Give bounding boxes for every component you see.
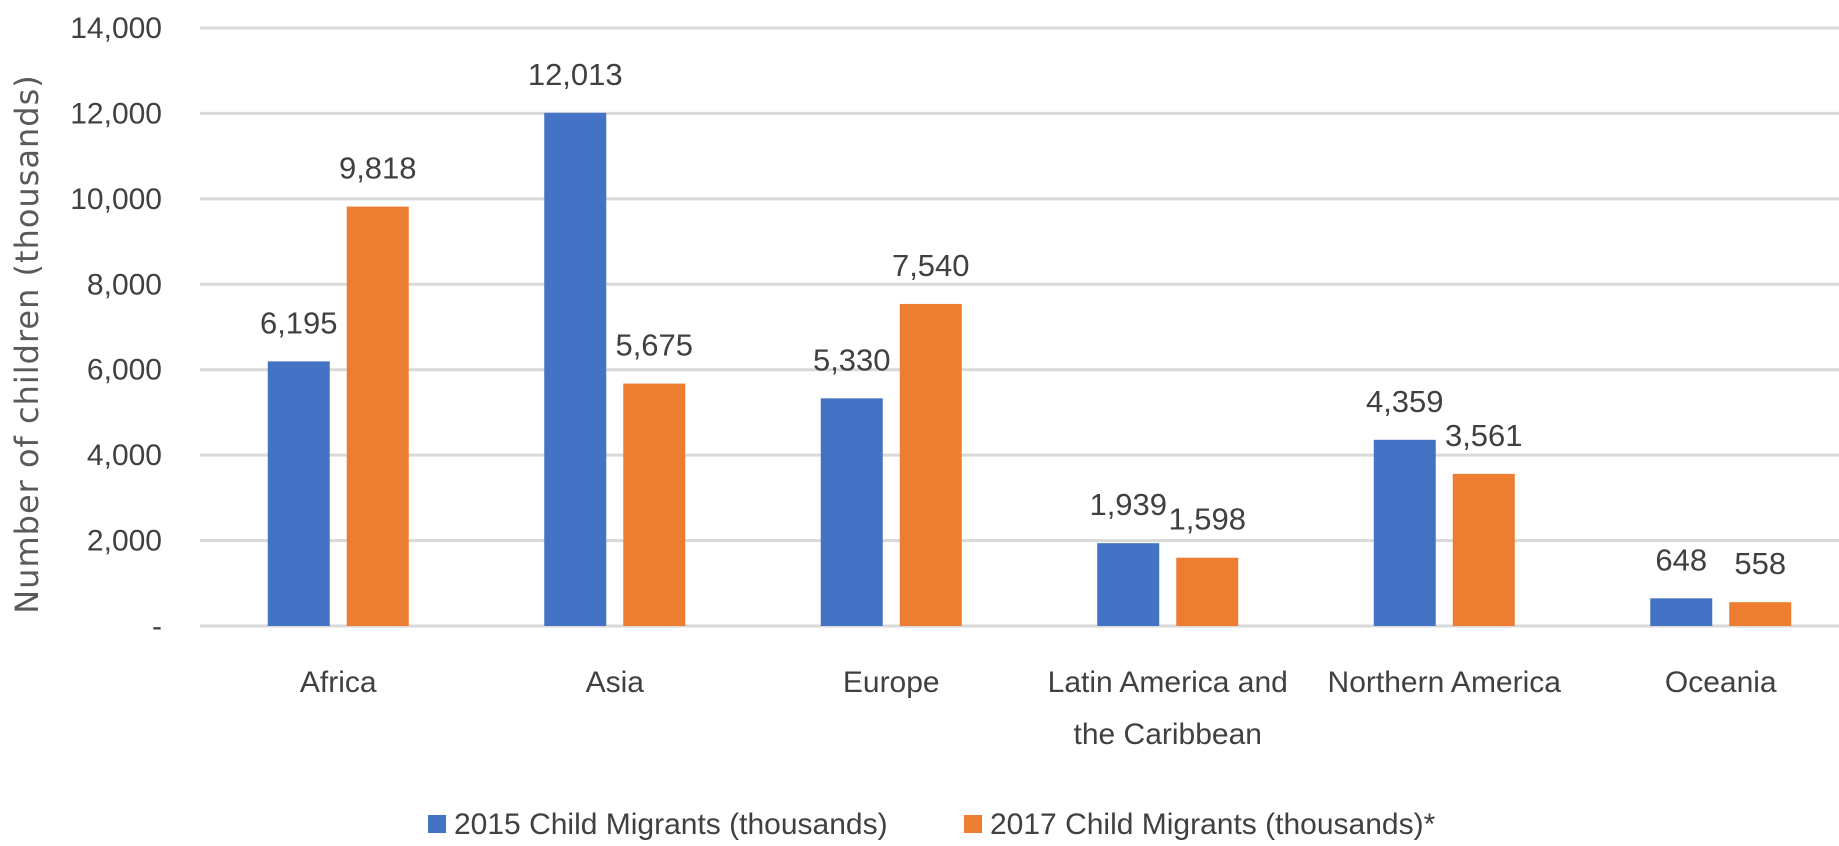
y-tick-label: -: [152, 610, 162, 643]
gridlines: [200, 26, 1839, 628]
data-label: 558: [1734, 546, 1786, 581]
category-label-line: the Caribbean: [1074, 718, 1262, 751]
y-tick-label: 2,000: [87, 525, 162, 558]
y-tick-label: 8,000: [87, 268, 162, 301]
data-label: 5,330: [813, 342, 891, 377]
bar-2015: [1097, 543, 1160, 626]
category-label-line: Asia: [586, 666, 645, 699]
bars: [267, 112, 1792, 626]
bar-2017: [899, 303, 962, 626]
category-label: Northern America: [1328, 666, 1562, 699]
data-label: 648: [1655, 542, 1707, 577]
data-label: 4,359: [1366, 384, 1444, 419]
data-label: 1,939: [1089, 487, 1167, 522]
y-tick-label: 6,000: [87, 354, 162, 387]
bar-2015: [1650, 598, 1713, 626]
bar-2015: [820, 398, 883, 626]
legend: 2015 Child Migrants (thousands) 2017 Chil…: [428, 808, 1436, 841]
y-axis: - 2,000 4,000 6,000 8,000 10,000 12,000 14,000: [70, 12, 162, 643]
legend-label: 2017 Child Migrants (thousands)*: [990, 808, 1436, 841]
data-label: 1,598: [1168, 502, 1246, 537]
legend-swatch-2015: [428, 815, 446, 833]
category-label-line: Africa: [300, 666, 377, 699]
bar-2017: [1452, 473, 1515, 626]
bar-2017: [623, 383, 686, 626]
bar-2015: [1373, 439, 1436, 626]
category-label: Africa: [300, 666, 377, 699]
category-label: Latin America and the Caribbean: [1048, 666, 1288, 751]
data-label: 5,675: [615, 328, 693, 363]
y-tick-label: 14,000: [70, 12, 162, 45]
data-label: 9,818: [339, 151, 417, 186]
data-labels: 6,195 9,818 12,013 5,675 5,330 7,540 1,939 1,59…: [260, 57, 1786, 581]
category-label: Asia: [586, 666, 645, 699]
data-label: 7,540: [892, 248, 970, 283]
bar-2015: [267, 361, 330, 626]
category-label-line: Europe: [843, 666, 940, 699]
category-label-line: Oceania: [1665, 666, 1777, 699]
bar-2017: [1176, 557, 1239, 626]
category-label-line: Northern America: [1328, 666, 1562, 699]
data-label: 3,561: [1445, 418, 1523, 453]
bar-2017: [346, 206, 409, 626]
category-label-line: Latin America and: [1048, 666, 1288, 699]
data-label: 6,195: [260, 305, 338, 340]
bar-2017: [1729, 602, 1792, 626]
y-tick-label: 12,000: [70, 97, 162, 130]
y-tick-label: 10,000: [70, 183, 162, 216]
y-axis-title: Number of children (thousands): [8, 74, 46, 614]
bar-2015: [544, 112, 607, 626]
category-label: Oceania: [1665, 666, 1777, 699]
x-axis: Africa Asia Europe Latin America and the Car…: [300, 666, 1777, 751]
data-label: 12,013: [528, 57, 623, 92]
y-tick-label: 4,000: [87, 439, 162, 472]
legend-label: 2015 Child Migrants (thousands): [454, 808, 888, 841]
category-label: Europe: [843, 666, 940, 699]
legend-swatch-2017: [964, 815, 982, 833]
